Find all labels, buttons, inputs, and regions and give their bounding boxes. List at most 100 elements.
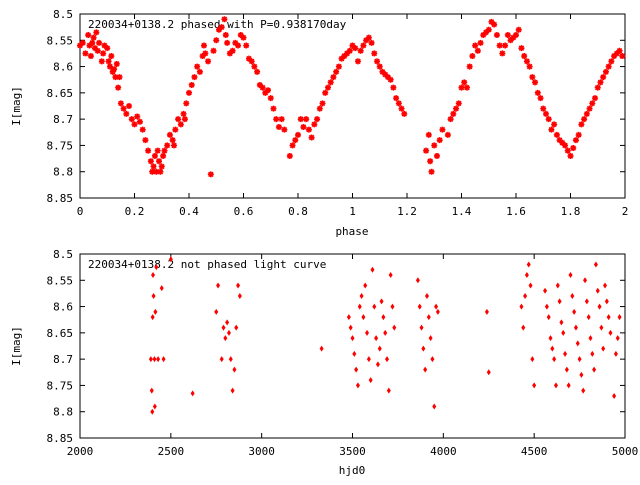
data-point (372, 303, 377, 310)
data-point (156, 356, 161, 363)
data-point (383, 329, 388, 336)
x-tick-label: 1.4 (452, 205, 472, 218)
x-tick-label: 0.2 (125, 205, 145, 218)
data-point (584, 298, 589, 305)
data-point (423, 147, 430, 154)
data-point (388, 272, 393, 279)
data-point (392, 324, 397, 331)
data-point (210, 47, 217, 54)
data-point (175, 116, 182, 123)
data-point (491, 21, 498, 28)
data-point (128, 116, 135, 123)
y-tick-label: 8.55 (47, 274, 74, 287)
unphased-xlabel: hjd0 (339, 464, 366, 477)
data-point (385, 356, 390, 363)
data-point (152, 403, 157, 410)
data-point (521, 324, 526, 331)
data-point (370, 266, 375, 273)
phased-title: 220034+0138.2 phased with P=0.938170day (88, 18, 347, 31)
data-point (180, 110, 187, 117)
data-point (619, 53, 626, 60)
data-point (316, 105, 323, 112)
data-point (311, 121, 318, 128)
data-point (617, 314, 622, 321)
data-point (613, 350, 618, 357)
data-point (507, 37, 514, 44)
data-point (537, 95, 544, 102)
data-point (374, 58, 381, 65)
data-point (611, 53, 618, 60)
data-point (552, 356, 557, 363)
data-point (359, 293, 364, 300)
data-point (237, 32, 244, 39)
data-point (368, 39, 375, 46)
data-point (599, 324, 604, 331)
data-point (477, 39, 484, 46)
data-point (161, 147, 168, 154)
data-point (577, 356, 582, 363)
data-point (605, 63, 612, 70)
x-tick-label: 3500 (339, 445, 366, 458)
data-point (171, 142, 178, 149)
data-point (374, 335, 379, 342)
data-point (483, 29, 490, 36)
data-point (335, 63, 342, 70)
data-point (597, 79, 604, 86)
data-point (191, 74, 198, 81)
data-point (117, 100, 124, 107)
data-point (256, 81, 263, 88)
data-point (219, 356, 224, 363)
data-point (355, 382, 360, 389)
data-point (109, 68, 116, 75)
data-point (139, 126, 146, 133)
data-point (286, 152, 293, 159)
data-point (519, 303, 524, 310)
data-point (275, 124, 282, 131)
data-point (94, 47, 101, 54)
data-point (199, 53, 206, 60)
data-point (426, 314, 431, 321)
y-tick-label: 8.65 (47, 327, 74, 340)
data-point (150, 163, 157, 170)
data-point (435, 308, 440, 315)
data-point (157, 168, 164, 175)
data-point (488, 18, 495, 25)
data-point (183, 100, 190, 107)
data-point (215, 26, 222, 33)
data-point (190, 390, 195, 397)
data-point (116, 74, 123, 81)
data-point (428, 335, 433, 342)
unphased-title: 220034+0138.2 not phased light curve (88, 258, 326, 271)
data-point (164, 142, 171, 149)
data-point (100, 50, 107, 57)
data-point (447, 116, 454, 123)
data-point (588, 335, 593, 342)
data-point (86, 42, 93, 49)
data-point (251, 63, 258, 70)
data-point (567, 152, 574, 159)
data-point (564, 147, 571, 154)
x-tick-label: 2500 (158, 445, 185, 458)
data-point (592, 95, 599, 102)
data-point (444, 131, 451, 138)
data-point (529, 74, 536, 81)
data-point (601, 345, 606, 352)
data-point (545, 116, 552, 123)
data-point (363, 37, 370, 44)
data-point (131, 121, 138, 128)
data-point (376, 63, 383, 70)
data-point (333, 68, 340, 75)
data-point (387, 76, 394, 83)
data-point (194, 63, 201, 70)
data-point (608, 58, 615, 65)
data-point (344, 50, 351, 57)
data-point (390, 84, 397, 91)
data-point (149, 387, 154, 394)
data-point (532, 382, 537, 389)
data-point (120, 105, 127, 112)
data-point (594, 84, 601, 91)
data-point (305, 126, 312, 133)
data-point (486, 369, 491, 376)
data-point (234, 324, 239, 331)
